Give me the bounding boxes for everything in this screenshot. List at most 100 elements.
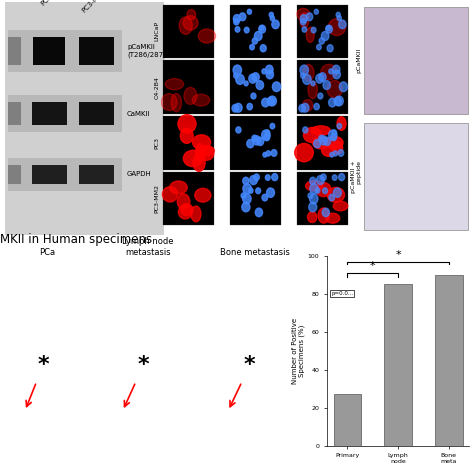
Circle shape [337,123,342,129]
Circle shape [267,97,274,106]
Ellipse shape [178,115,196,133]
Circle shape [260,45,266,52]
Circle shape [302,27,307,32]
Bar [79,37,114,65]
Ellipse shape [316,182,331,197]
Circle shape [265,65,273,74]
Circle shape [252,38,257,44]
Circle shape [247,139,254,148]
Bar [163,172,214,225]
Text: MKII in Human specimens: MKII in Human specimens [0,233,152,246]
Circle shape [299,104,305,112]
Text: *: * [37,355,49,375]
Circle shape [301,18,306,25]
Bar [364,7,468,114]
Circle shape [256,81,264,90]
Ellipse shape [181,204,193,216]
Circle shape [301,103,309,112]
Circle shape [331,134,337,141]
Circle shape [334,97,341,106]
Circle shape [247,103,253,110]
Text: *: * [137,355,149,375]
Circle shape [309,202,317,212]
Circle shape [339,82,347,91]
Circle shape [252,73,259,82]
Bar [230,61,281,114]
Ellipse shape [326,213,340,223]
Circle shape [236,74,244,84]
Bar [8,165,21,183]
Bar [32,165,67,183]
Ellipse shape [303,128,321,143]
Circle shape [255,188,261,194]
Bar [79,165,114,183]
Circle shape [319,135,324,141]
Circle shape [338,150,344,156]
Ellipse shape [171,93,182,112]
Bar [8,102,21,126]
Ellipse shape [196,146,214,156]
Y-axis label: Number of Positive
Specimens (%): Number of Positive Specimens (%) [292,318,305,384]
Circle shape [339,20,346,29]
Text: pCaMKII
(T286/287): pCaMKII (T286/287) [127,45,166,58]
Circle shape [269,12,273,17]
Ellipse shape [193,154,205,172]
Circle shape [234,73,238,78]
Bar [230,5,281,58]
Bar [79,102,114,126]
Ellipse shape [165,79,183,90]
Text: GAPDH: GAPDH [127,171,152,177]
Circle shape [319,136,328,145]
Bar [297,116,348,170]
Circle shape [270,123,275,129]
Circle shape [327,45,333,52]
Circle shape [244,81,248,86]
Circle shape [314,103,319,110]
Circle shape [336,12,340,17]
Circle shape [333,151,337,156]
Ellipse shape [161,93,177,110]
Ellipse shape [308,212,317,222]
Circle shape [249,74,256,83]
Bar [8,37,21,65]
Circle shape [255,208,263,217]
Text: *: * [395,250,401,260]
Ellipse shape [321,64,337,80]
Circle shape [333,70,340,79]
Circle shape [265,175,270,181]
Ellipse shape [311,126,330,135]
Text: *: * [370,261,375,271]
Ellipse shape [195,188,211,202]
Circle shape [319,73,326,82]
Bar [297,61,348,114]
Circle shape [310,177,316,184]
Bar [230,116,281,170]
Text: pCaMKII +
peptide: pCaMKII + peptide [351,160,361,193]
Circle shape [243,194,251,204]
Circle shape [310,194,318,204]
Circle shape [264,134,270,141]
Circle shape [316,188,320,193]
Circle shape [266,151,271,156]
Bar [8,158,122,191]
Ellipse shape [312,137,329,149]
Ellipse shape [199,147,214,160]
Ellipse shape [179,17,192,35]
Circle shape [323,81,330,90]
Ellipse shape [195,144,204,162]
Circle shape [233,15,240,23]
Circle shape [322,208,329,217]
Circle shape [255,31,262,40]
Text: Bone metastasis: Bone metastasis [220,247,290,256]
Ellipse shape [192,135,210,149]
Circle shape [328,98,336,107]
Ellipse shape [191,206,201,222]
Text: PC3: PC3 [154,137,159,149]
Ellipse shape [177,194,190,209]
Text: PC3-MM2: PC3-MM2 [154,184,159,213]
Circle shape [321,174,326,181]
Circle shape [259,25,265,33]
Circle shape [254,174,259,181]
Circle shape [329,69,333,74]
Circle shape [243,177,249,184]
